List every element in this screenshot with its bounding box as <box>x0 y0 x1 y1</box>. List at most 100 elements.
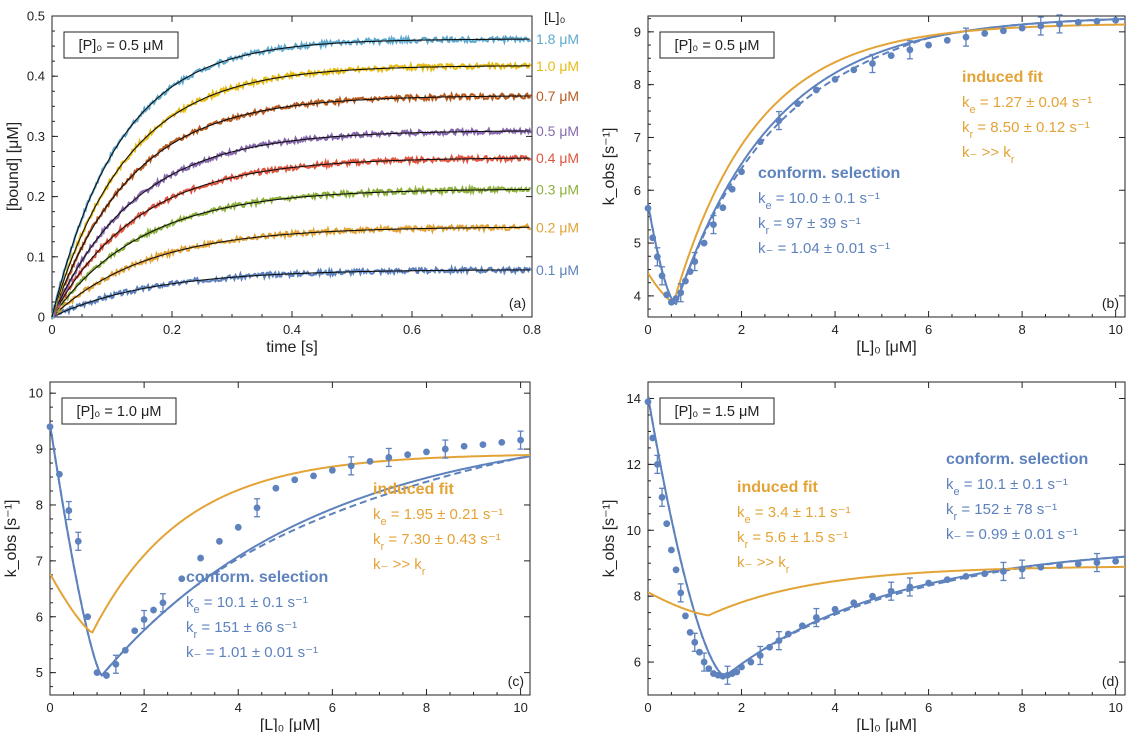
model-curve <box>648 18 1125 306</box>
data-point <box>663 291 671 299</box>
data-point <box>682 612 689 620</box>
x-axis-label: time [s] <box>266 339 318 356</box>
data-point <box>756 652 764 659</box>
y-tick-label: 8 <box>634 77 641 92</box>
data-point <box>140 616 148 623</box>
data-point <box>738 168 745 176</box>
concentration-box <box>63 31 179 59</box>
x-tick-label: 10 <box>1108 700 1122 715</box>
concentration-box <box>659 397 775 425</box>
model-curve <box>50 423 530 677</box>
data-point <box>423 448 430 456</box>
induced-fit-param: kr = 5.6 ± 1.5 s⁻¹ <box>737 529 848 551</box>
model-curve <box>50 454 530 634</box>
data-point <box>65 507 73 514</box>
series-label: 0.5 μM <box>536 123 579 139</box>
legend-title: [L]₀ <box>544 9 566 25</box>
data-trace <box>50 90 532 318</box>
data-point <box>644 398 652 406</box>
data-point <box>831 75 839 83</box>
conf-selection-param: k₋ = 1.04 ± 0.01 s⁻¹ <box>758 240 890 257</box>
data-point <box>84 613 92 621</box>
data-point <box>906 46 914 54</box>
data-point <box>112 660 120 668</box>
data-point <box>131 627 139 635</box>
induced-fit-title: induced fit <box>737 479 819 496</box>
data-point <box>925 41 932 49</box>
data-point <box>691 258 699 265</box>
x-tick-label: 10 <box>1108 322 1122 337</box>
induced-fit-title: induced fit <box>373 481 455 498</box>
induced-fit-param: k₋ >> kr <box>373 556 426 578</box>
data-point <box>700 658 708 666</box>
series-label: 0.1 μM <box>536 262 579 278</box>
data-point <box>906 583 914 591</box>
model-curve <box>648 396 1125 678</box>
data-point <box>682 277 689 285</box>
y-tick-label: 8 <box>634 589 641 604</box>
panel-label: (d) <box>1102 673 1119 689</box>
data-point <box>677 289 685 297</box>
data-point <box>672 566 680 574</box>
fit-curve <box>51 157 530 318</box>
data-point <box>766 643 773 651</box>
concentration-label: [P]₀ = 1.0 μM <box>77 404 162 420</box>
fit-curve <box>51 65 530 318</box>
chart-b: 0 2 4 6 8 10 4 5 6 7 8 9 (b) [P]₀ = 0.5 μM [L]₀ [μM] k_… <box>601 14 1126 356</box>
data-point <box>700 239 708 247</box>
x-tick-label: 0.6 <box>403 322 421 337</box>
data-point <box>150 606 157 614</box>
x-tick-label: 4 <box>235 700 242 715</box>
x-tick-label: 8 <box>1019 322 1026 337</box>
x-tick-label: 0 <box>644 322 651 337</box>
model-curve <box>648 23 1125 304</box>
data-trace <box>51 183 531 317</box>
data-point <box>962 33 970 41</box>
conf-selection-title: conform. selection <box>946 451 1088 468</box>
data-point <box>925 579 932 587</box>
x-tick-label: 0.2 <box>163 322 181 337</box>
concentration-label: [P]₀ = 0.5 μM <box>675 38 760 54</box>
y-tick-label: 14 <box>627 391 641 406</box>
data-point <box>672 295 680 302</box>
data-point <box>479 441 487 448</box>
series-label: 0.7 μM <box>536 88 579 104</box>
y-tick-label: 6 <box>634 655 641 670</box>
data-point <box>1037 22 1045 30</box>
data-point <box>794 100 802 108</box>
data-point <box>691 638 699 646</box>
plot-frame <box>647 381 1126 696</box>
data-point <box>385 454 393 461</box>
chart-a: 0 0.2 0.4 0.6 0.8 0 0.1 0.2 0.3 0.4 0.5 (a) [P]₀ = 0… <box>5 9 579 357</box>
data-point <box>667 298 675 306</box>
conf-selection-param: k₋ = 1.01 ± 0.01 s⁻¹ <box>186 644 318 661</box>
data-point <box>775 637 783 645</box>
y-tick-label: 6 <box>634 183 641 198</box>
conf-selection-param: k₋ = 0.99 ± 0.01 s⁻¹ <box>946 526 1078 543</box>
y-tick-label: 0.1 <box>27 249 45 264</box>
fit-curve <box>51 226 530 318</box>
y-tick-label: 12 <box>627 457 641 472</box>
data-point <box>1112 16 1120 24</box>
data-point <box>366 457 374 465</box>
x-axis-label: [L]₀ [μM] <box>856 717 916 732</box>
data-point <box>981 30 989 37</box>
y-tick-label: 7 <box>36 553 43 568</box>
data-point <box>943 576 951 584</box>
fit-curve <box>51 269 530 318</box>
data-point <box>291 476 299 484</box>
x-tick-label: 8 <box>423 700 430 715</box>
y-axis-label: [bound] [μM] <box>5 122 22 211</box>
data-point <box>234 523 242 531</box>
y-tick-label: 0 <box>38 310 45 325</box>
x-tick-label: 6 <box>925 700 932 715</box>
data-point <box>696 648 703 656</box>
x-tick-label: 6 <box>925 322 932 337</box>
data-point <box>441 445 449 453</box>
model-curve <box>648 565 1125 617</box>
data-point <box>649 234 657 242</box>
concentration-label: [P]₀ = 0.5 μM <box>79 38 164 54</box>
induced-fit-title: induced fit <box>962 69 1044 86</box>
x-tick-label: 0 <box>48 322 55 337</box>
data-point <box>328 466 336 474</box>
